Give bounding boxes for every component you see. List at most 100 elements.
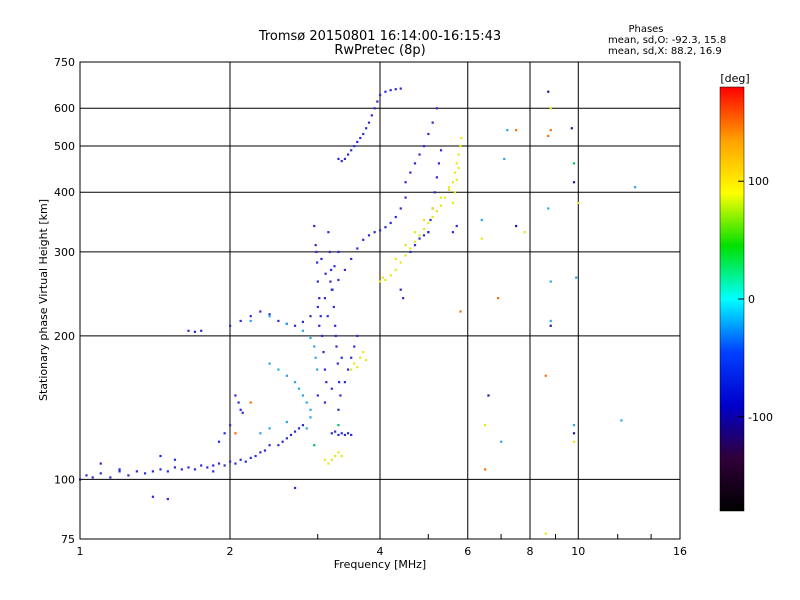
data-point [309, 315, 312, 318]
data-point [427, 221, 430, 225]
data-point [334, 334, 337, 338]
x-axis-label: Frequency [MHz] [334, 558, 426, 571]
data-point [314, 244, 317, 247]
data-point [343, 268, 347, 272]
data-point [206, 466, 209, 469]
colorbar-tick-label: 100 [748, 175, 769, 188]
data-point [340, 454, 343, 458]
data-point [331, 288, 334, 291]
data-point [418, 153, 421, 156]
data-point [325, 381, 328, 384]
data-point [151, 495, 155, 498]
data-point [259, 310, 262, 313]
data-point [399, 207, 402, 210]
data-point [460, 136, 463, 140]
data-point [370, 114, 373, 117]
y-tick-label: 100 [54, 473, 75, 486]
data-point [343, 433, 347, 437]
data-point [350, 368, 353, 371]
data-point [340, 160, 343, 163]
data-point [293, 486, 297, 490]
data-point [413, 162, 417, 165]
data-point [305, 427, 308, 430]
data-point [572, 432, 576, 435]
data-point [309, 408, 312, 411]
data-point [356, 334, 359, 338]
data-point [338, 381, 341, 384]
data-point [268, 444, 271, 447]
data-point [334, 454, 337, 458]
data-point [409, 171, 412, 174]
data-point [394, 257, 397, 261]
data-point [285, 437, 288, 440]
data-point [356, 140, 359, 144]
data-point [549, 107, 552, 110]
data-point [339, 394, 342, 397]
data-point [389, 221, 392, 225]
data-point [549, 129, 552, 132]
data-point [99, 462, 102, 465]
data-point [249, 401, 252, 404]
data-point [431, 215, 434, 219]
data-point [334, 430, 337, 433]
data-point [313, 444, 316, 447]
colorbar-tick-label: -100 [748, 411, 773, 424]
data-point [173, 466, 177, 469]
data-point [418, 234, 421, 237]
grid-lines [79, 61, 681, 540]
data-point [91, 476, 94, 479]
data-point [193, 330, 197, 333]
data-point [318, 324, 321, 327]
data-point [572, 162, 576, 165]
data-point [433, 191, 436, 194]
data-point [435, 107, 438, 110]
y-axis-label: Stationary phase Virtual Height [km] [37, 199, 50, 401]
data-point [319, 315, 322, 318]
data-point [309, 336, 312, 340]
data-point [447, 186, 451, 189]
data-point [187, 329, 190, 332]
data-point [340, 432, 343, 435]
data-point [429, 218, 432, 222]
data-point [316, 280, 319, 283]
data-point [327, 231, 330, 234]
data-point [394, 88, 397, 91]
data-point [570, 127, 573, 130]
data-point [399, 288, 402, 291]
data-point [313, 224, 316, 228]
data-point [362, 132, 365, 136]
data-point [229, 460, 232, 463]
data-point [297, 387, 301, 390]
data-point [337, 424, 340, 427]
data-point [324, 272, 327, 275]
data-point [422, 218, 426, 222]
data-point [328, 250, 331, 254]
phases-x-stats: mean, sd,X: 88.2, 16.9 [608, 46, 722, 57]
x-tick-label: 4 [377, 545, 384, 558]
data-point [293, 430, 297, 433]
data-point [515, 224, 518, 228]
data-point [330, 432, 333, 435]
data-point [333, 265, 336, 268]
data-point [200, 464, 203, 467]
data-point [337, 408, 340, 411]
data-point [353, 345, 356, 348]
data-point [263, 449, 267, 452]
data-point [229, 424, 232, 427]
data-point [268, 313, 271, 316]
data-point [577, 201, 580, 205]
data-point [356, 247, 359, 250]
data-point [99, 472, 102, 475]
data-point [109, 476, 112, 479]
data-point [575, 276, 578, 279]
data-point [297, 427, 301, 430]
data-point [455, 178, 458, 181]
data-point [506, 129, 509, 132]
data-point [323, 297, 327, 300]
data-point [249, 315, 252, 318]
data-point [322, 350, 325, 354]
data-point [455, 162, 458, 165]
data-point [413, 240, 417, 243]
data-point [239, 319, 242, 323]
data-point [620, 419, 623, 422]
